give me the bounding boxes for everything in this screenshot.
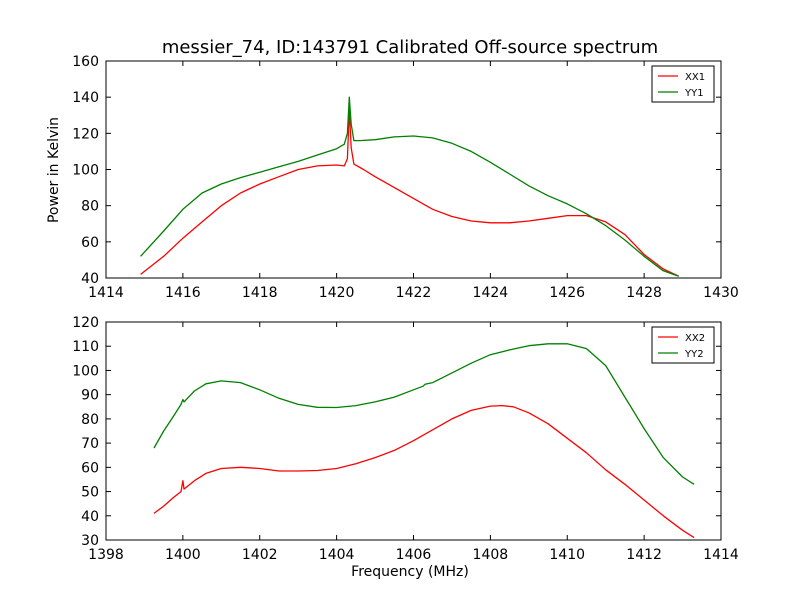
x-axis-label: Frequency (MHz): [351, 564, 469, 580]
y-tick-label: 120: [72, 315, 99, 331]
y-tick-label: 70: [81, 436, 99, 452]
y-tick-label: 120: [72, 126, 99, 142]
legend-label-yy1: YY1: [684, 88, 704, 99]
x-tick-label: 1416: [165, 285, 201, 301]
y-tick-label: 100: [72, 363, 99, 379]
x-tick-label: 1404: [319, 547, 355, 563]
y-tick-label: 40: [81, 271, 99, 287]
legend-box: [651, 65, 715, 103]
x-tick-label: 1402: [242, 547, 278, 563]
x-tick-label: 1430: [703, 285, 739, 301]
legend-box: [651, 326, 715, 364]
y-tick-label: 160: [72, 54, 99, 70]
y-tick-label: 90: [81, 388, 99, 404]
legend-label-xx2: XX2: [685, 333, 705, 344]
y-tick-label: 50: [81, 485, 99, 501]
x-tick-label: 1420: [319, 285, 355, 301]
y-tick-label: 60: [81, 235, 99, 251]
y-tick-label: 80: [81, 199, 99, 215]
x-tick-label: 1408: [473, 547, 509, 563]
x-tick-label: 1412: [626, 547, 662, 563]
y-tick-label: 60: [81, 460, 99, 476]
y-tick-label: 140: [72, 90, 99, 106]
x-tick-label: 1414: [703, 547, 739, 563]
y-tick-label: 80: [81, 412, 99, 428]
bottom-panel: 1398 1400 1402 1404 1406 1408 1410 1412 1414 30 40…: [72, 315, 739, 563]
x-tick-label: 1400: [165, 547, 201, 563]
x-tick-label: 1422: [396, 285, 432, 301]
x-tick-label: 1426: [549, 285, 585, 301]
x-tick-label: 1398: [88, 547, 124, 563]
x-tick-label: 1428: [626, 285, 662, 301]
x-tick-label: 1424: [473, 285, 509, 301]
series-line-xx2: [153, 404, 695, 539]
series-line-xx1: [140, 109, 679, 277]
series-line-yy1: [140, 96, 679, 277]
x-tick-label: 1406: [396, 547, 432, 563]
y-tick-label: 100: [72, 163, 99, 179]
series-line-yy2: [153, 343, 695, 485]
top-panel: 1414 1416 1418 1420 1422 1424 1426 1428 1430 40 60…: [72, 54, 739, 301]
plot-frame: [105, 321, 722, 541]
plot-frame: [105, 60, 722, 279]
legend-label-xx1: XX1: [685, 72, 705, 83]
y-axis-label: Power in Kelvin: [46, 117, 62, 223]
figure-title: messier_74, ID:143791 Calibrated Off-sou…: [162, 37, 658, 58]
legend-label-yy2: YY2: [684, 349, 704, 360]
x-tick-label: 1418: [242, 285, 278, 301]
y-tick-label: 30: [81, 533, 99, 549]
x-tick-label: 1414: [88, 285, 124, 301]
y-tick-label: 40: [81, 509, 99, 525]
x-tick-label: 1410: [549, 547, 585, 563]
y-tick-label: 110: [72, 339, 99, 355]
